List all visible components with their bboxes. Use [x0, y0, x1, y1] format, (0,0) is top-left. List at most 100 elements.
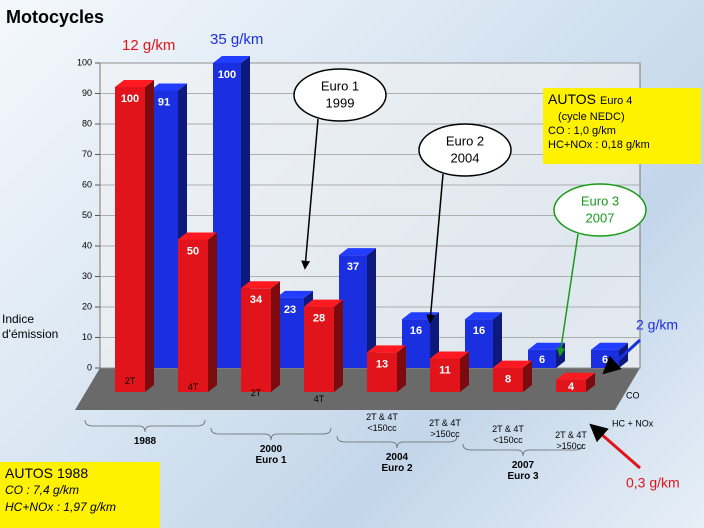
x-tick-label: 2T & 4T <150cc	[492, 424, 524, 445]
box-line: (cycle NEDC)	[558, 111, 625, 123]
x-tick-label: 4T	[313, 394, 325, 404]
legend-label: HC + NOx	[612, 418, 654, 428]
bar-side	[460, 351, 469, 392]
box-heading: AUTOS 1988	[5, 464, 155, 482]
legend-label: CO	[626, 390, 640, 400]
top-label: 12 g/km	[122, 37, 175, 54]
autos-euro4-box: AUTOS Euro 4 (cycle NEDC) CO : 1,0 g/km HC+N…	[543, 88, 701, 164]
y-tick-label: 30	[82, 271, 92, 281]
x-tick-label: 2T & 4T >150cc	[555, 430, 587, 451]
bar	[276, 297, 304, 368]
bar	[402, 319, 430, 368]
value-label: 4	[568, 381, 575, 393]
y-tick-label: 50	[82, 210, 92, 220]
bar-side	[493, 312, 502, 368]
bar	[528, 349, 556, 368]
period-year: 2007	[511, 460, 535, 471]
period-year: 2004	[385, 452, 409, 463]
box-line: CO : 1,0 g/km	[548, 125, 616, 137]
value-label: 91	[158, 96, 170, 108]
x-tick-label: 2T	[124, 376, 136, 386]
callout-arrow	[301, 118, 319, 270]
bar-top	[339, 248, 376, 256]
floor	[75, 368, 640, 410]
value-label: 11	[439, 364, 451, 376]
y-tick-label: 60	[82, 179, 92, 189]
value-label: 13	[376, 358, 388, 370]
period-brace	[336, 435, 458, 449]
period-brace	[84, 419, 206, 433]
bar-side	[397, 345, 406, 392]
bar-side	[334, 299, 343, 392]
bar-side	[367, 248, 376, 368]
bar-side	[586, 372, 595, 392]
callout-year: 2004	[451, 150, 480, 165]
box-heading: AUTOS Euro 4	[548, 90, 696, 110]
y-tick-label: 100	[77, 57, 92, 67]
callout-year: 1999	[326, 95, 355, 110]
value-label: 6	[602, 354, 608, 366]
period-norm: Euro 1	[255, 455, 287, 466]
value-label: 37	[347, 261, 359, 273]
bar	[213, 63, 241, 368]
period-norm: Euro 2	[381, 463, 413, 474]
box-title: AUTOS	[5, 465, 53, 481]
y-tick-label: 0	[87, 362, 92, 372]
y-tick-label: 90	[82, 88, 92, 98]
bar	[178, 239, 208, 392]
value-label: 6	[539, 354, 545, 366]
period-brace	[462, 443, 584, 457]
bar	[493, 367, 523, 392]
callout	[553, 183, 647, 237]
y-tick-label: 80	[82, 118, 92, 128]
value-label: 28	[313, 313, 325, 325]
value-label: 100	[218, 69, 236, 81]
bar-top	[493, 360, 532, 368]
bar-top	[178, 232, 217, 240]
bar-top	[213, 56, 250, 63]
limit-arrow	[602, 338, 642, 375]
value-label: 100	[121, 93, 139, 105]
box-year: 1988	[56, 465, 89, 481]
bar-top	[591, 342, 628, 350]
value-label: 16	[473, 325, 485, 337]
period-year: 1988	[133, 436, 157, 447]
box-line: CO : 7,4 g/km	[5, 483, 80, 497]
value-label: 23	[284, 304, 296, 316]
limit-label: 0,3 g/km	[626, 475, 680, 491]
x-tick-label: 2T & 4T >150cc	[429, 418, 461, 439]
period-norm: Euro 3	[507, 471, 539, 482]
bar-top	[304, 299, 343, 307]
bar-side	[208, 232, 217, 392]
y-tick-label: 70	[82, 149, 92, 159]
callout-title: Euro 1	[321, 78, 359, 93]
y-tick-label: 20	[82, 301, 92, 311]
period-label: 1988	[105, 436, 185, 447]
callout	[418, 123, 512, 177]
x-tick-label: 4T	[187, 382, 199, 392]
y-axis-label: Indice d'émission	[2, 312, 59, 341]
period-label: 2004 Euro 2	[357, 452, 437, 474]
box-line: HC+NOx : 0,18 g/km	[548, 139, 650, 151]
value-label: 34	[250, 294, 263, 306]
bar	[150, 90, 178, 368]
bar-top	[241, 281, 280, 289]
bar-side	[145, 80, 154, 392]
limit-arrow	[589, 423, 641, 470]
box-title: AUTOS	[548, 91, 596, 107]
bar	[115, 87, 145, 392]
value-label: 8	[505, 374, 511, 386]
bar	[430, 358, 460, 392]
period-label: 2000 Euro 1	[231, 444, 311, 466]
bar-top	[430, 351, 469, 359]
bar-top	[528, 342, 565, 350]
bar-top	[115, 80, 154, 87]
value-label: 50	[187, 245, 199, 257]
autos-1988-box: AUTOS 1988 CO : 7,4 g/km HC+NOx : 1,97 g/km	[0, 462, 160, 528]
top-label: 35 g/km	[210, 31, 263, 48]
x-tick-label: 2T & 4T <150cc	[366, 412, 398, 433]
period-label: 2007 Euro 3	[483, 460, 563, 482]
box-subtitle: Euro 4	[599, 95, 633, 107]
